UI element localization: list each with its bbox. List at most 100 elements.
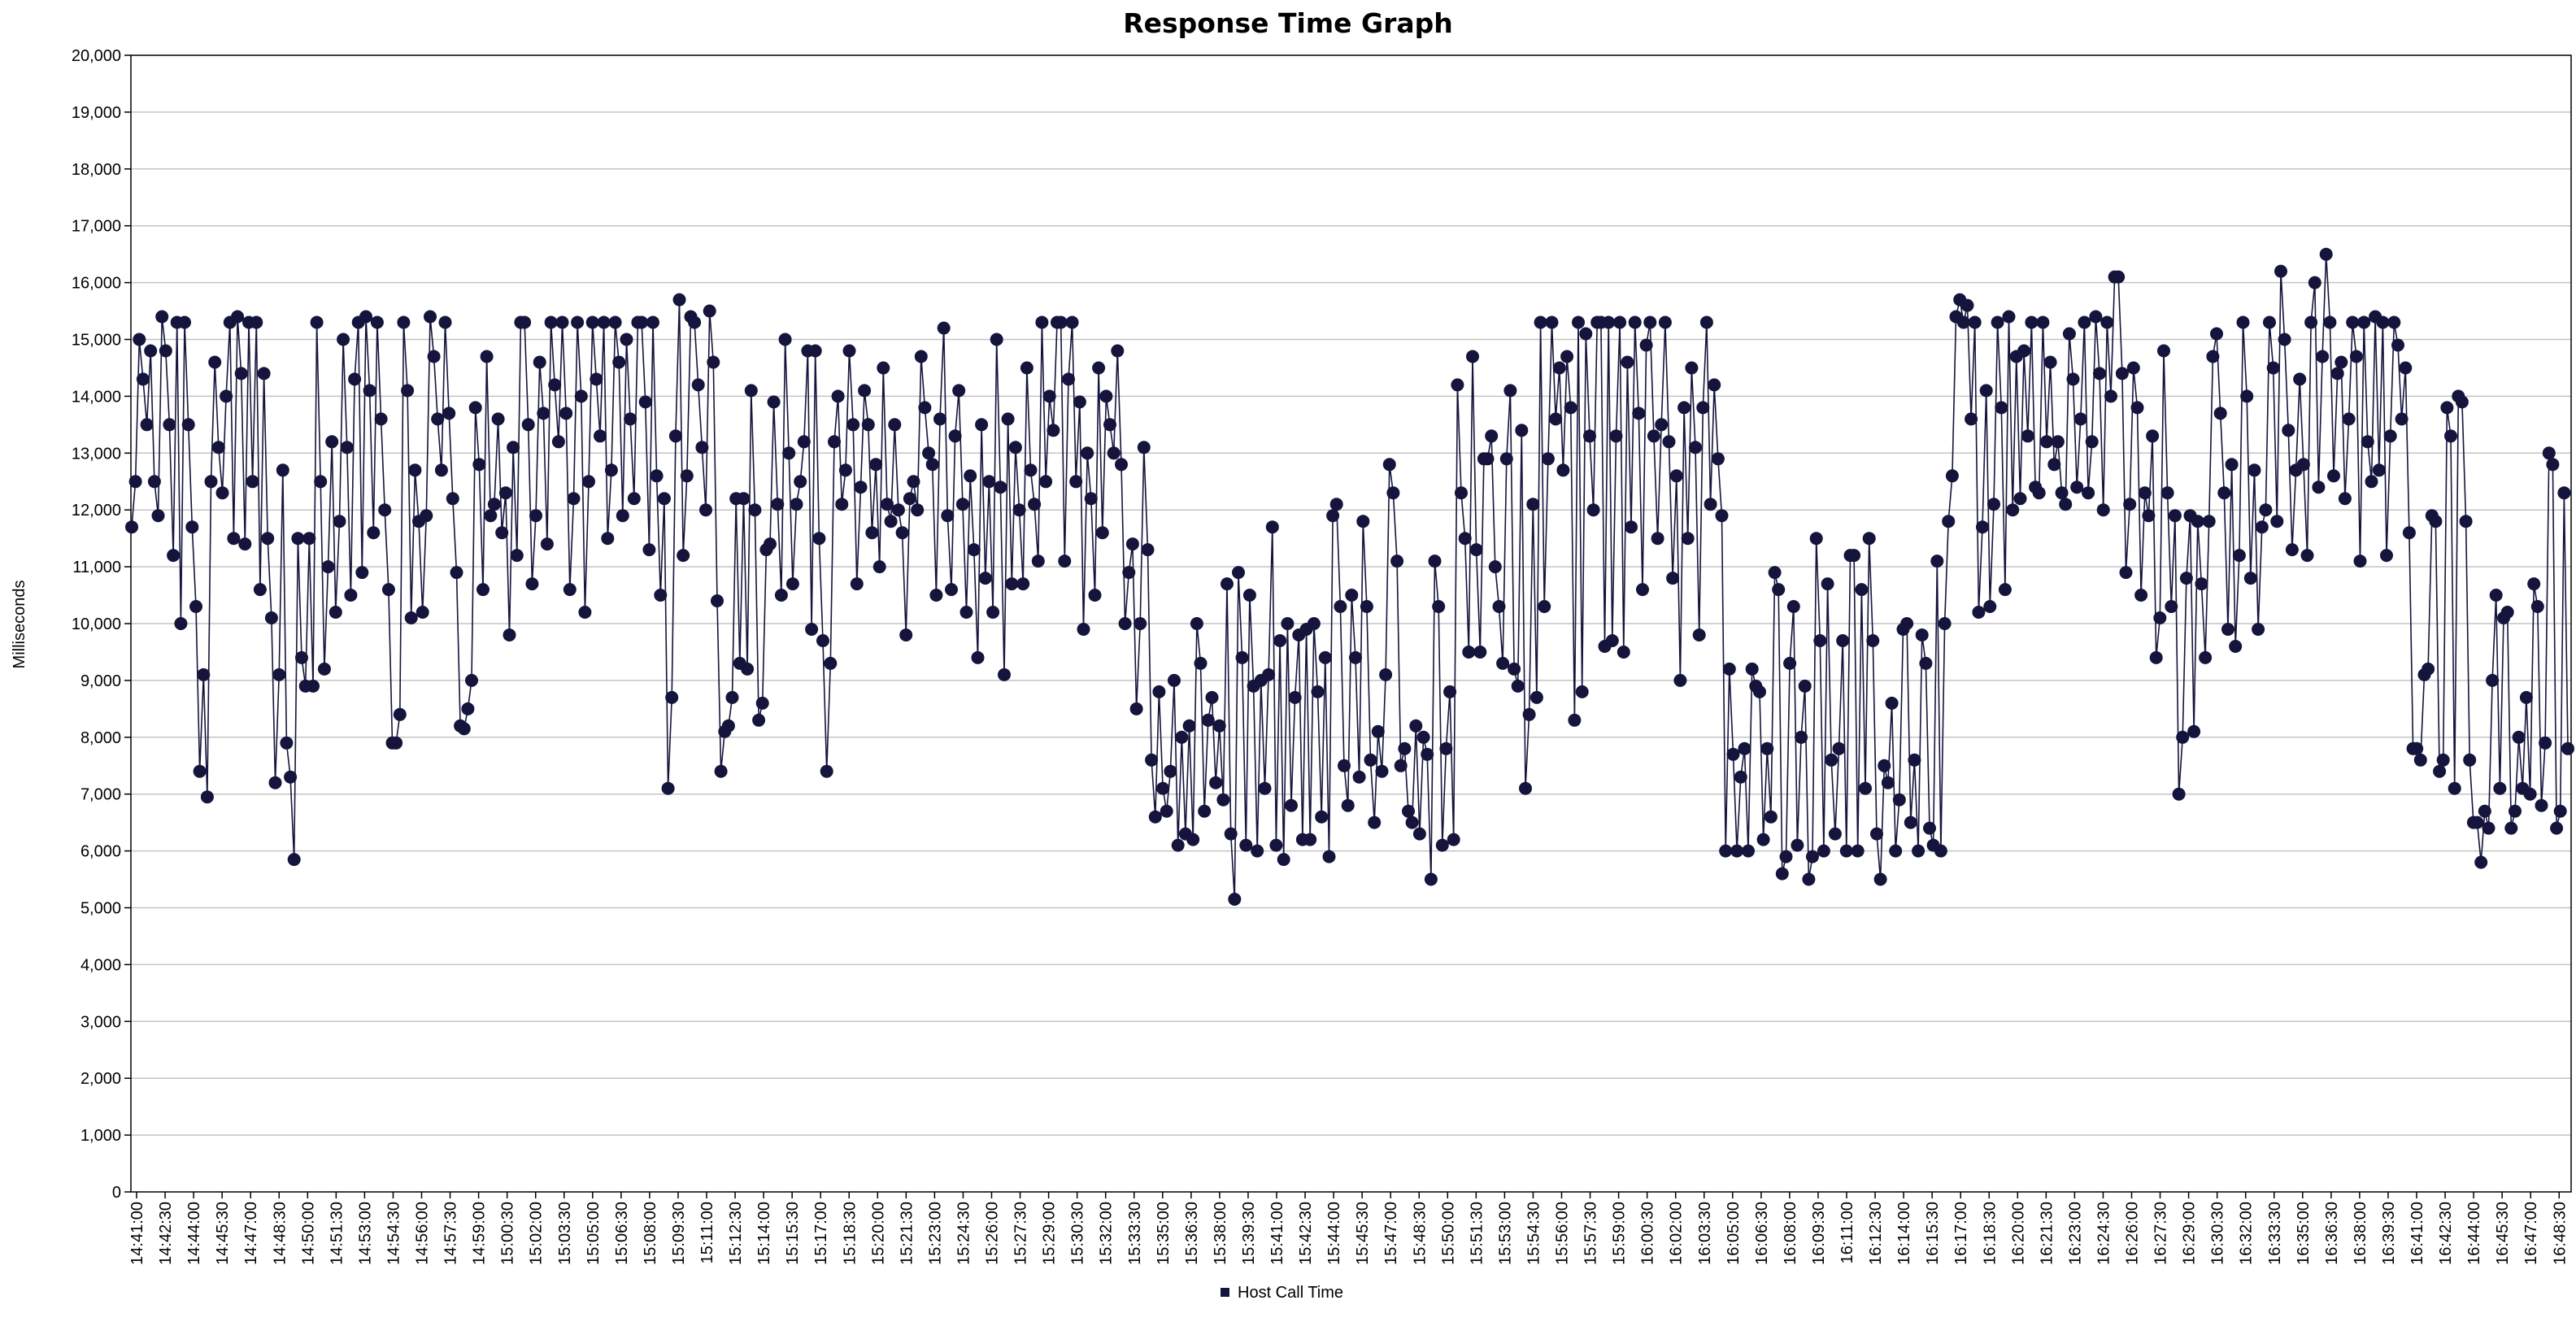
- data-point: [457, 722, 471, 736]
- y-axis-label: Milliseconds: [11, 581, 28, 669]
- data-point: [2376, 315, 2390, 329]
- data-point: [1730, 844, 1744, 858]
- x-tick-label: 15:29:00: [1041, 1202, 1059, 1265]
- data-point: [2157, 344, 2170, 358]
- y-tick-label: 8,000: [80, 729, 121, 747]
- data-point: [907, 475, 920, 489]
- data-point: [1258, 781, 1272, 795]
- data-point: [1277, 853, 1290, 867]
- data-point: [1455, 486, 1468, 500]
- data-point: [302, 532, 316, 546]
- x-tick-label: 16:33:30: [2266, 1202, 2284, 1265]
- data-point: [1148, 810, 1162, 824]
- data-point: [374, 412, 388, 426]
- data-point: [1602, 315, 1616, 329]
- data-point: [1979, 384, 1993, 398]
- x-tick-label: 16:35:00: [2295, 1202, 2313, 1265]
- data-point: [2546, 458, 2560, 472]
- data-point: [638, 395, 652, 409]
- data-point: [1435, 838, 1449, 852]
- data-point: [1428, 554, 1442, 568]
- data-point: [2300, 549, 2314, 563]
- data-point: [276, 463, 289, 477]
- data-point: [1065, 315, 1079, 329]
- data-point: [680, 469, 694, 483]
- legend-label: Host Call Time: [1238, 1284, 1343, 1302]
- x-tick-label: 15:14:00: [755, 1202, 773, 1265]
- data-point: [1583, 429, 1596, 443]
- x-tick-label: 16:17:00: [1952, 1202, 1970, 1265]
- data-point: [585, 315, 599, 329]
- data-point: [253, 583, 267, 597]
- x-tick-label: 15:08:00: [642, 1202, 659, 1265]
- data-point: [140, 418, 154, 432]
- data-point: [858, 384, 872, 398]
- x-tick-label: 15:42:30: [1297, 1202, 1315, 1265]
- x-tick-label: 14:59:00: [471, 1202, 489, 1265]
- data-point: [1334, 600, 1347, 613]
- x-tick-label: 16:09:30: [1810, 1202, 1828, 1265]
- x-tick-label: 15:36:30: [1183, 1202, 1201, 1265]
- data-point: [2433, 764, 2447, 778]
- data-point: [2187, 724, 2201, 738]
- data-point: [1201, 713, 1215, 727]
- data-point: [2470, 815, 2484, 829]
- y-tick-label: 18,000: [72, 161, 121, 179]
- data-point: [1398, 741, 1412, 755]
- data-point: [2380, 549, 2393, 563]
- data-point: [1689, 441, 1702, 454]
- data-point: [1605, 634, 1619, 647]
- data-point: [665, 690, 679, 704]
- data-point: [948, 429, 962, 443]
- series-line: [131, 253, 2569, 900]
- data-point: [1772, 583, 1786, 597]
- x-tick-label: 16:39:30: [2380, 1202, 2398, 1265]
- data-point: [2338, 492, 2352, 506]
- data-point: [677, 549, 690, 563]
- data-point: [778, 333, 792, 346]
- data-point: [703, 304, 716, 318]
- data-point: [1651, 532, 1664, 546]
- data-point: [431, 412, 445, 426]
- x-tick-label: 15:18:30: [841, 1202, 859, 1265]
- data-point: [472, 458, 486, 472]
- data-point: [1360, 600, 1373, 613]
- data-point: [2312, 481, 2326, 494]
- data-point: [1073, 395, 1086, 409]
- data-point: [2413, 753, 2427, 767]
- data-point: [461, 702, 475, 715]
- data-point: [1005, 577, 1019, 591]
- data-point: [790, 498, 803, 511]
- data-point: [2040, 435, 2053, 449]
- data-point: [1552, 361, 1566, 375]
- x-tick-label: 15:20:00: [869, 1202, 887, 1265]
- data-point: [850, 577, 864, 591]
- data-point: [2213, 407, 2227, 420]
- data-point: [1054, 315, 1068, 329]
- data-point: [348, 372, 362, 386]
- x-tick-label: 16:45:30: [2494, 1202, 2512, 1265]
- data-point: [978, 572, 992, 585]
- data-point: [2179, 572, 2193, 585]
- data-point: [1224, 827, 1238, 841]
- data-point: [2195, 577, 2208, 591]
- data-point: [2059, 498, 2073, 511]
- data-point: [1016, 577, 1030, 591]
- data-point: [1024, 463, 1038, 477]
- data-point: [2489, 589, 2503, 602]
- data-point: [2282, 424, 2295, 437]
- x-tick-label: 15:38:00: [1212, 1202, 1229, 1265]
- data-point: [1424, 872, 1438, 886]
- data-point: [1938, 617, 1952, 630]
- data-point: [1216, 793, 1230, 807]
- data-point: [1156, 781, 1170, 795]
- data-point: [2168, 509, 2182, 523]
- data-point: [314, 475, 328, 489]
- data-point: [1390, 554, 1404, 568]
- y-tick-label: 17,000: [72, 218, 121, 236]
- data-point: [2346, 315, 2360, 329]
- data-point: [1828, 827, 1842, 841]
- data-point: [1568, 713, 1582, 727]
- data-point: [370, 315, 384, 329]
- data-point: [1855, 583, 1869, 597]
